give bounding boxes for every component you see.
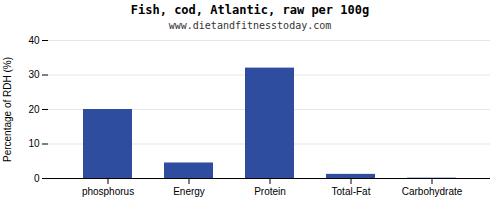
svg-text:Percentage of RDH (%): Percentage of RDH (%) [2,57,13,162]
svg-text:Energy: Energy [173,186,205,197]
html-text:Fish, cod, Atlantic, raw per 1: Fish, cod, Atlantic, raw per 100g [130,3,370,17]
svg-text:30: 30 [28,69,40,80]
svg-text:20: 20 [28,104,40,115]
svg-text:Protein: Protein [254,186,286,197]
html-text:www.dietandfitnesstoday.com: www.dietandfitnesstoday.com [168,20,332,31]
svg-text:0: 0 [34,173,40,184]
svg-text:phosphorus: phosphorus [82,186,134,197]
svg-text:10: 10 [28,138,40,149]
svg-text:Total-Fat: Total-Fat [332,186,371,197]
svg-text:Carbohydrate: Carbohydrate [402,186,463,197]
svg-text:40: 40 [28,35,40,46]
